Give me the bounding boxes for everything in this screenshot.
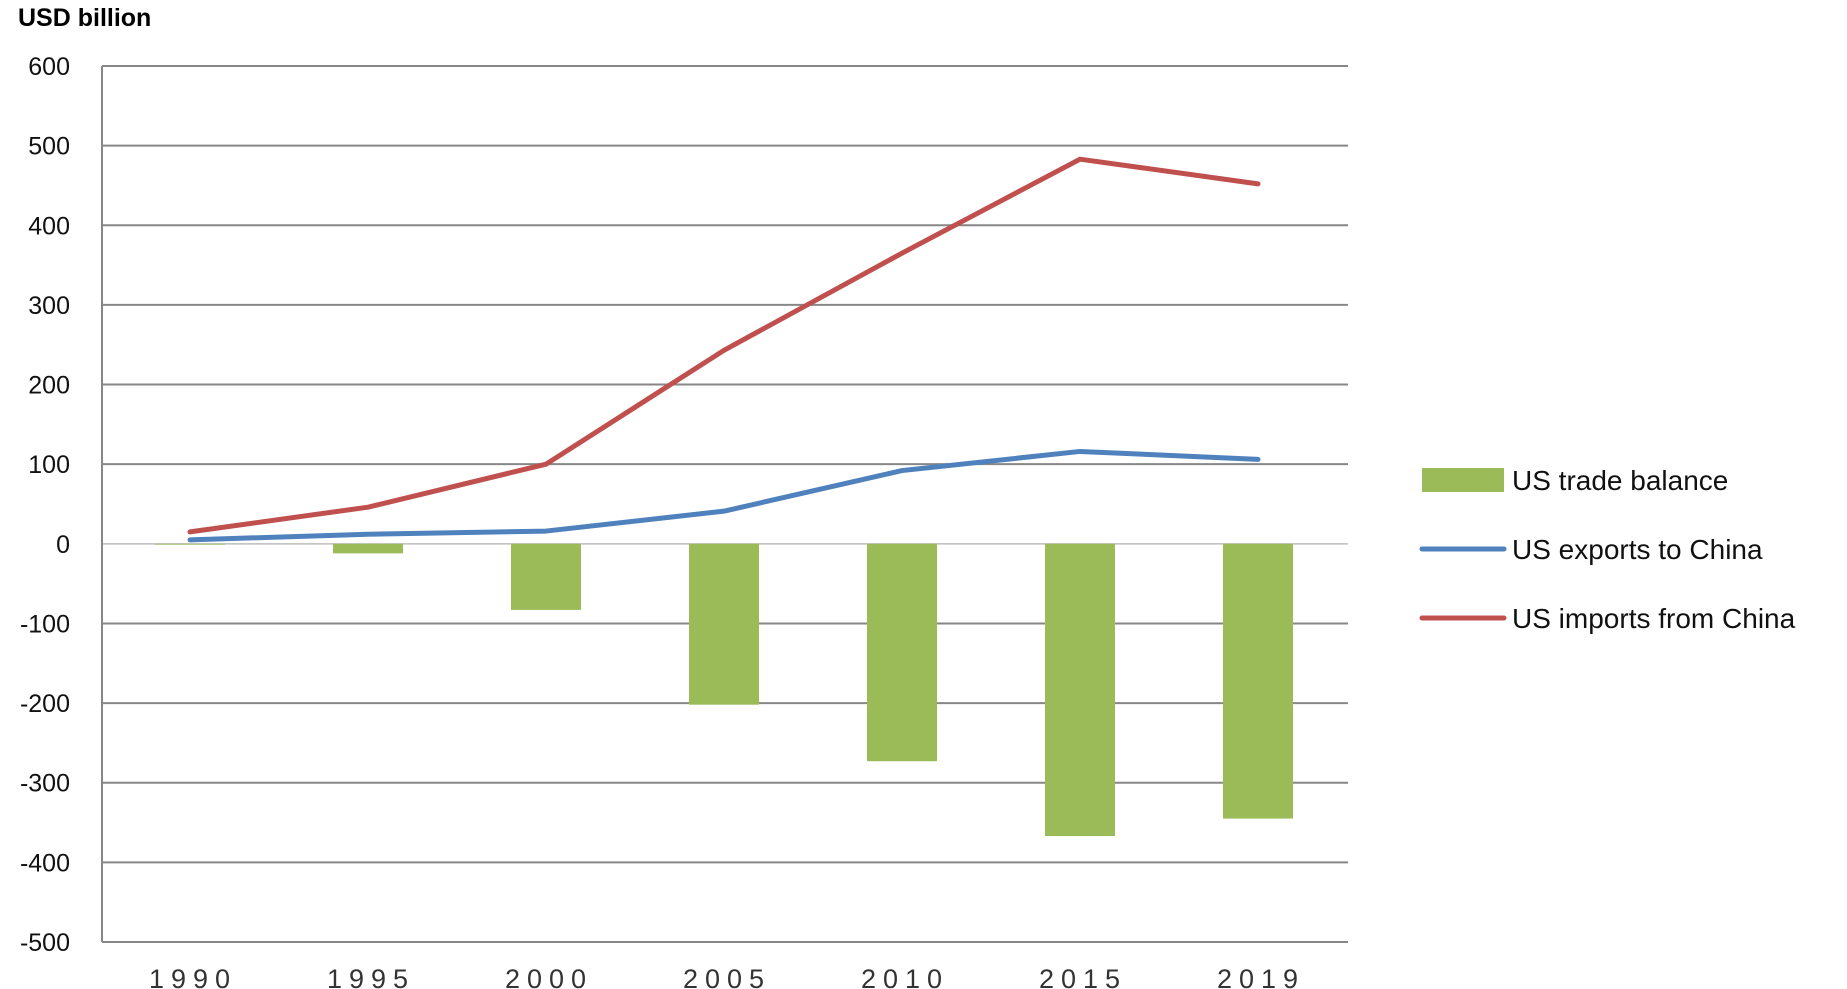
y-tick-label-300: 300 (28, 292, 70, 320)
y-tick-label-600: 600 (28, 53, 70, 81)
y-tick-label-500: 500 (28, 133, 70, 161)
x-tick-label-1990: 1990 (149, 964, 237, 989)
x-tick-label-2019: 2019 (1217, 964, 1305, 989)
bar-2019 (1223, 543, 1293, 819)
bar-2010 (867, 543, 937, 762)
bar-2000 (511, 543, 581, 610)
y-tick-label--300: -300 (20, 770, 70, 798)
y-tick-label--500: -500 (20, 929, 70, 957)
bar-1990 (155, 543, 225, 545)
legend-swatch-0 (1422, 468, 1504, 492)
x-tick-label-2000: 2000 (505, 964, 593, 989)
y-tick-label--200: -200 (20, 690, 70, 718)
x-tick-label-2005: 2005 (683, 964, 771, 989)
axis-layer: 600 500 400 300 200 100 0 -100 -200 -300 -400 -500 1… (20, 53, 1305, 989)
y-tick-label--400: -400 (20, 849, 70, 877)
x-tick-label-1995: 1995 (327, 964, 415, 989)
x-tick-label-2015: 2015 (1039, 964, 1127, 989)
y-tick-label-200: 200 (28, 372, 70, 400)
series-line-2 (187, 156, 1261, 535)
legend-label-1: US exports to China (1512, 534, 1763, 565)
legend: US trade balance US exports to China US im… (1419, 465, 1796, 634)
x-tick-label-2010: 2010 (861, 964, 949, 989)
y-tick-label-100: 100 (28, 451, 70, 479)
bar-2005 (689, 543, 759, 705)
y-tick-label-0: 0 (56, 531, 70, 559)
bar-layer (155, 543, 1293, 837)
y-unit-label: USD billion (18, 4, 151, 32)
bar-2015 (1045, 543, 1115, 837)
grid-layer (102, 65, 1348, 943)
line-layer (187, 156, 1261, 543)
y-tick-label--100: -100 (20, 610, 70, 638)
legend-label-2: US imports from China (1512, 603, 1796, 634)
bar-1995 (333, 543, 403, 554)
y-tick-label-400: 400 (28, 212, 70, 240)
legend-label-0: US trade balance (1512, 465, 1728, 496)
